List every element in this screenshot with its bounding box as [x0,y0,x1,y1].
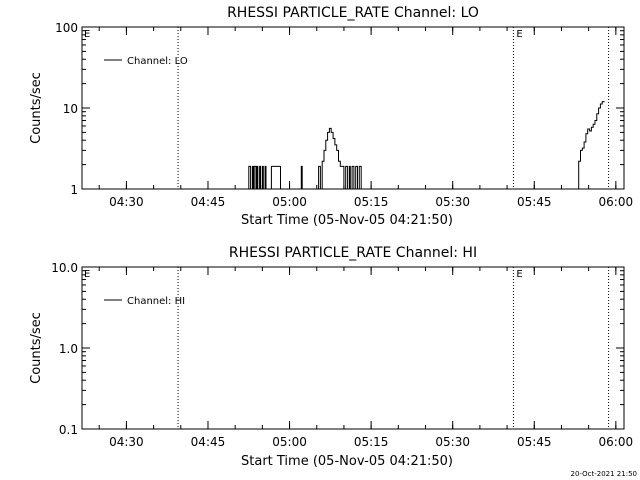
x-tick-label: 04:30 [109,195,144,209]
hi-channel-panel: RHESSI PARTICLE_RATE Channel: HI 04:30 04:… [29,245,633,469]
x-tick-label: 04:45 [191,435,226,449]
lo-channel-panel: RHESSI PARTICLE_RATE Channel: LO 04:30 04:… [29,5,633,228]
plot-frame [81,26,625,190]
x-tick-label: 05:30 [435,195,470,209]
y-axis-label: Counts/sec [29,312,44,384]
event-marker-label: E [516,29,522,40]
x-axis-label: Start Time (05-Nov-05 04:21:50) [241,213,453,228]
x-tick-label: 05:30 [435,435,470,449]
y-tick-label: 0.1 [59,423,78,437]
event-marker-label: E [516,269,522,280]
x-tick-label: 04:45 [191,195,226,209]
x-tick-label: 05:00 [272,195,307,209]
timestamp: 20-Oct-2021 21:50 [571,470,637,478]
x-tick-label: 05:45 [517,195,552,209]
y-tick-label: 100 [55,21,78,35]
y-tick-label: 1 [70,183,78,197]
y-tick-label: 10 [63,102,78,116]
legend-label: Channel: HI [127,296,185,307]
x-tick-label: 06:00 [599,435,634,449]
legend-label: Channel: LO [127,56,188,67]
x-tick-label: 06:00 [599,195,634,209]
x-axis-label: Start Time (05-Nov-05 04:21:50) [241,454,453,469]
x-tick-label: 05:00 [272,435,307,449]
y-tick-label: 10.0 [51,261,78,275]
corner-label: E [84,29,90,40]
y-tick-label: 1.0 [59,342,78,356]
x-tick-label: 04:30 [109,435,144,449]
x-tick-label: 05:15 [354,195,389,209]
x-tick-label: 05:45 [517,435,552,449]
plot-frame [81,266,625,430]
x-tick-label: 05:15 [354,435,389,449]
chart-title: RHESSI PARTICLE_RATE Channel: HI [229,245,477,261]
series-line [82,101,605,190]
y-axis-label: Counts/sec [29,72,44,144]
corner-label: E [84,269,90,280]
chart-title: RHESSI PARTICLE_RATE Channel: LO [227,5,479,21]
